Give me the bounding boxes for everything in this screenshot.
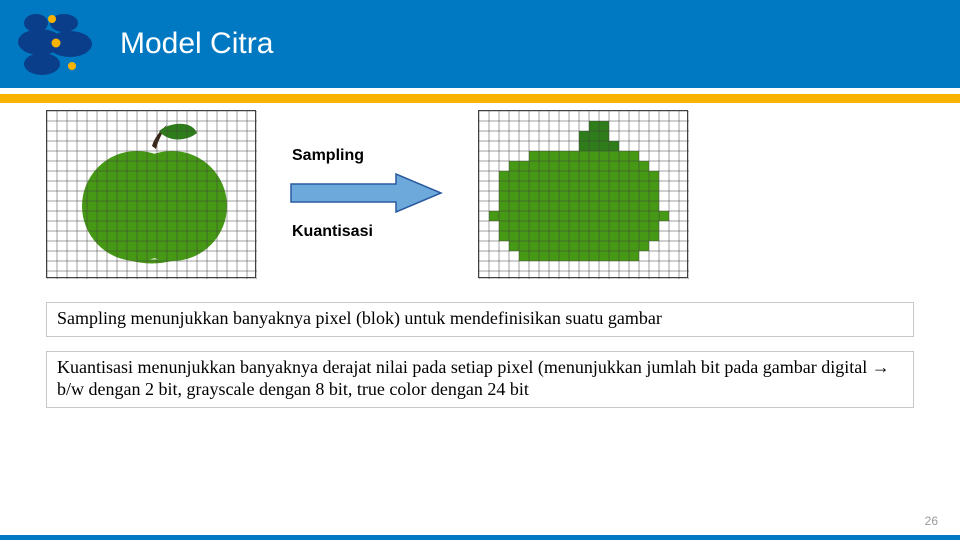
slide-number: 26 [925,514,938,528]
logo-icon [14,8,104,82]
sampling-definition: Sampling menunjukkan banyaknya pixel (bl… [46,302,914,337]
accent-divider [0,88,960,102]
pixel-grid-apple [478,110,688,278]
kuantisasi-label: Kuantisasi [292,223,373,241]
arrow-column: Sampling Kuantisasi [286,147,446,241]
sampling-label: Sampling [292,147,364,165]
title-bar: Model Citra [0,0,960,88]
definitions: Sampling menunjukkan banyaknya pixel (bl… [46,302,914,408]
arrow-icon [286,169,446,217]
page-title: Model Citra [120,27,273,61]
grid-overlay-left [47,111,257,279]
kuantisasi-definition: Kuantisasi menunjukkan banyaknya derajat… [46,351,914,408]
bottom-accent [0,535,960,540]
grid-overlay-right [479,111,689,279]
diagram-row: Sampling Kuantisasi [46,110,960,278]
fine-grid-apple [46,110,256,278]
